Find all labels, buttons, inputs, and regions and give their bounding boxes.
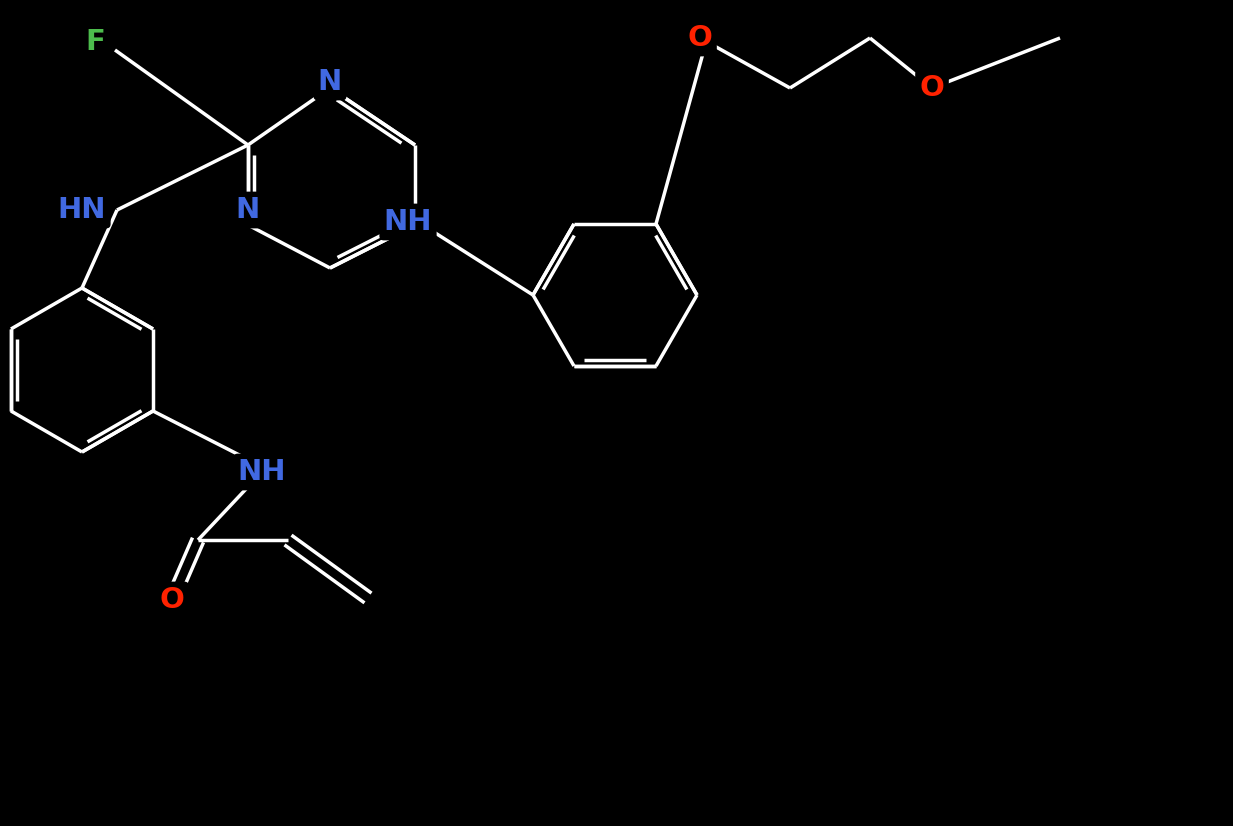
Text: O: O [920,74,944,102]
Text: HN: HN [58,196,106,224]
Text: O: O [159,586,185,614]
Text: O: O [688,24,713,52]
Text: N: N [236,196,260,224]
Text: N: N [318,68,342,96]
Text: NH: NH [383,208,433,236]
Text: NH: NH [238,458,286,486]
Text: F: F [85,28,105,56]
